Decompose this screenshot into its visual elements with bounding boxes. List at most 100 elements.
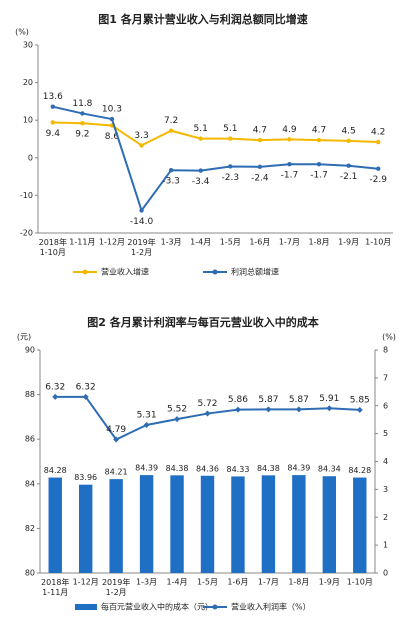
point	[356, 406, 363, 413]
x-tick-label: 1-7月	[279, 238, 300, 247]
value-label: 5.87	[289, 395, 309, 405]
x-tick-label: 2019年 1-2月	[127, 237, 155, 257]
x-tick-label: 2019年 1-2月	[102, 577, 130, 597]
bar	[78, 484, 93, 573]
y-tick-label: 82	[25, 524, 35, 533]
value-label: -2.3	[222, 173, 240, 183]
x-tick-label: 1-3月	[161, 238, 182, 247]
point	[80, 111, 85, 116]
point	[50, 120, 55, 125]
y-axis-unit: (%)	[15, 28, 29, 37]
line	[52, 105, 379, 213]
y-axis-unit: (元)	[17, 333, 31, 342]
value-label: 84.34	[318, 465, 341, 474]
y-tick-label: 90	[25, 346, 35, 355]
x-tick-label: 1-10月	[365, 238, 391, 247]
value-label: -2.9	[369, 175, 387, 185]
value-label: 5.86	[228, 395, 248, 405]
point	[346, 163, 351, 168]
value-label: 83.96	[74, 473, 97, 482]
point	[198, 136, 203, 141]
value-label: 4.7	[312, 126, 326, 136]
value-label: 5.91	[319, 394, 339, 404]
value-label: 13.6	[43, 92, 63, 102]
point	[346, 138, 351, 144]
y-tick-label: 88	[25, 390, 35, 399]
value-label: 4.9	[282, 125, 297, 135]
point	[168, 128, 174, 133]
x-tick-label: 2018年 1-11月	[41, 577, 69, 597]
legend-label: 营业收入增速	[101, 267, 149, 277]
point	[376, 166, 381, 171]
chart-title: 图1 各月累计营业收入与利润总额同比增速	[98, 12, 307, 26]
point	[113, 436, 120, 443]
value-label: 11.8	[72, 99, 92, 109]
value-label: 6.32	[45, 382, 65, 392]
y2-tick-label: 8	[383, 346, 388, 355]
value-label: -3.3	[162, 177, 180, 187]
legend-label: 营业收入利润率（%）	[231, 602, 311, 612]
value-label: 5.72	[197, 399, 217, 409]
value-label: 6.32	[76, 382, 96, 392]
x-tick-label: 1-8月	[288, 578, 309, 587]
y2-tick-label: 2	[383, 513, 388, 522]
point	[234, 406, 241, 413]
value-label: 4.7	[253, 126, 267, 136]
value-label: 7.2	[164, 116, 178, 126]
point	[109, 116, 115, 122]
bar	[353, 477, 367, 573]
bar	[261, 475, 276, 573]
value-label: 5.1	[223, 124, 237, 134]
point	[168, 168, 174, 173]
bar	[139, 475, 154, 573]
x-tick-label: 1-11月	[69, 238, 95, 247]
bar	[48, 477, 62, 573]
x-tick-label: 1-10月	[347, 578, 373, 587]
value-label: -14.0	[130, 217, 154, 227]
value-label: 84.28	[348, 466, 371, 475]
legend-marker	[212, 269, 218, 275]
value-label: 5.52	[167, 405, 187, 415]
x-tick-label: 1-8月	[309, 238, 330, 247]
bar	[292, 475, 306, 573]
chart-title: 图2 各月累计利润率与每百元营业收入中的成本	[87, 315, 318, 329]
bar	[200, 475, 215, 573]
point	[326, 405, 333, 412]
legend-label: 利润总额增速	[231, 267, 279, 277]
bar	[231, 476, 245, 573]
value-label: 84.33	[227, 465, 250, 474]
y-tick-label: 10	[23, 116, 33, 125]
value-label: 84.39	[135, 464, 158, 473]
x-tick-label: 1-7月	[258, 578, 279, 587]
value-label: 4.2	[371, 128, 385, 138]
point	[82, 393, 89, 400]
point	[257, 137, 263, 143]
x-tick-label: 1-6月	[249, 238, 270, 247]
value-label: 84.36	[196, 464, 219, 473]
value-label: 84.21	[105, 468, 128, 477]
y2-axis-unit: (%)	[382, 333, 396, 342]
value-label: 10.3	[102, 105, 122, 115]
y2-tick-label: 3	[383, 485, 388, 494]
x-tick-label: 1-12月	[99, 238, 125, 247]
value-label: -2.1	[340, 172, 358, 182]
point	[204, 410, 211, 417]
value-label: 4.5	[341, 126, 355, 136]
point	[80, 121, 85, 126]
y-tick-label: 20	[23, 78, 33, 87]
point	[257, 164, 263, 170]
x-tick-label: 1-3月	[136, 578, 157, 587]
y-tick-label: 80	[25, 569, 35, 578]
y-tick-label: 84	[25, 479, 35, 488]
point	[316, 161, 322, 167]
x-tick-label: 1-9月	[338, 238, 359, 247]
point	[50, 104, 55, 109]
bar	[170, 475, 184, 573]
point	[139, 143, 144, 148]
y-tick-label: 30	[23, 41, 33, 50]
value-label: -1.7	[281, 171, 299, 181]
point	[198, 168, 203, 173]
value-label: -1.7	[310, 171, 328, 181]
y2-tick-label: 1	[383, 541, 388, 550]
